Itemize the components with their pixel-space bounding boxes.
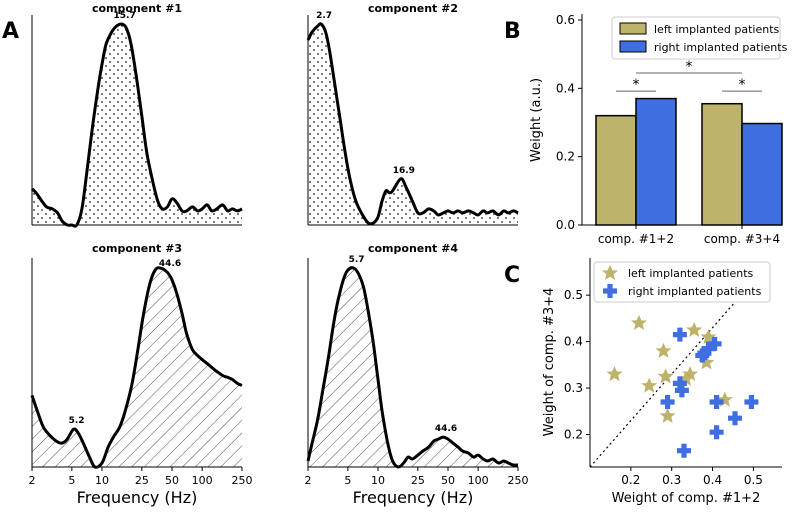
significance-star: *	[739, 77, 746, 93]
legend-label-left: left implanted patients	[654, 23, 780, 36]
panel-title: component #1	[92, 2, 182, 15]
spectrum-curve	[30, 266, 243, 469]
x-tick-label: 0.3	[662, 473, 681, 487]
point-right	[677, 443, 691, 458]
diagonal-line	[589, 278, 756, 468]
point-left	[641, 377, 658, 393]
x-tick-label: 2	[305, 474, 312, 487]
legend-frame	[593, 261, 771, 303]
peak-label: 44.6	[435, 424, 457, 434]
x-tick-label: 25	[135, 474, 149, 487]
panel-component-2: component #2 2.7 16.9	[306, 2, 519, 226]
point-left	[631, 315, 647, 330]
panel-letter-b: B	[504, 19, 521, 44]
x-tick-label: 10	[95, 474, 109, 487]
y-tick-label: 0.6	[556, 13, 575, 27]
y-tick-label: 0.3	[564, 381, 583, 395]
x-tick-label: 100	[192, 474, 213, 487]
bar-right	[635, 97, 677, 226]
legend-swatch-left	[619, 22, 647, 35]
point-left	[659, 407, 676, 423]
x-tick-label: 0.5	[744, 473, 763, 487]
y-tick-label: 0.2	[556, 150, 575, 164]
x-tick-label: 10	[371, 474, 385, 487]
legend: left implanted patients right implanted …	[593, 261, 771, 303]
point-right	[728, 411, 742, 426]
area-fill	[308, 267, 518, 468]
x-tick-label: 50	[441, 474, 455, 487]
peak-label: 2.7	[316, 11, 332, 21]
peak-label: 15.7	[114, 11, 136, 21]
peak-label: 44.6	[159, 259, 181, 269]
category-label: comp. #1+2	[598, 232, 674, 246]
x-tick-label: 0.2	[621, 473, 640, 487]
x-tick-label: 5	[344, 474, 351, 487]
legend-label-right: right implanted patients	[628, 285, 762, 298]
significance-star: *	[633, 77, 640, 93]
category-label: comp. #3+4	[704, 232, 780, 246]
point-right	[660, 395, 675, 409]
significance-star: *	[686, 59, 693, 75]
bar-right	[741, 122, 783, 226]
area-fill	[32, 267, 242, 468]
legend-frame	[611, 16, 781, 60]
y-tick-label: 0.4	[564, 335, 583, 349]
x-tick-label: 250	[508, 474, 529, 487]
panel-component-3: component #3 5.244.6 2 5 10 25 50 100 250 Freq…	[29, 242, 253, 507]
bar-chart: 0.0 0.2 0.4 0.6 comp. #1+2 comp. #3+4 * * * We…	[529, 13, 788, 246]
x-tick-label: 0.4	[703, 473, 722, 487]
legend-label-right: right implanted patients	[654, 41, 788, 54]
y-axis-label: Weight of comp. #3+4	[542, 288, 557, 437]
legend-label-left: left implanted patients	[628, 267, 754, 280]
point-right	[709, 425, 724, 440]
panel-component-1: component #1 15.7	[30, 2, 243, 228]
y-tick-label: 0.4	[556, 81, 575, 95]
panel-title: component #3	[92, 242, 182, 255]
point-left	[655, 342, 672, 358]
point-right	[744, 395, 759, 409]
point-left	[657, 368, 674, 384]
y-axis-label: Weight (a.u.)	[529, 78, 544, 162]
panel-title: component #2	[368, 2, 458, 15]
point-right	[672, 327, 687, 342]
legend-swatch-right	[619, 40, 647, 53]
y-tick-label: 0.5	[564, 288, 583, 302]
x-tick-label: 50	[165, 474, 179, 487]
area-fill	[308, 23, 518, 225]
y-tick-label: 0.2	[564, 427, 583, 441]
peak-label: 5.7	[349, 255, 365, 265]
x-tick-label: 250	[232, 474, 253, 487]
x-axis-label: Frequency (Hz)	[77, 488, 198, 507]
bar-left	[701, 102, 743, 226]
panel-letter-a: A	[2, 19, 19, 44]
scatter-plot: 0.2 0.3 0.4 0.5 0.2 0.3 0.4 0.5 Weight of comp…	[542, 258, 782, 506]
x-tick-label: 100	[468, 474, 489, 487]
x-tick-label: 5	[68, 474, 75, 487]
legend: left implanted patients right implanted …	[611, 16, 788, 60]
spectrum-curve	[306, 266, 519, 469]
bar-left	[595, 114, 637, 226]
panel-title: component #4	[368, 242, 458, 255]
x-axis-label: Weight of comp. #1+2	[612, 491, 761, 506]
x-tick-label: 2	[29, 474, 36, 487]
panel-letter-c: C	[504, 263, 520, 288]
area-fill	[32, 23, 242, 227]
point-left	[606, 366, 623, 382]
panel-component-4: component #4 5.744.6 2 5 10 25 50 100 250 Freq…	[305, 242, 529, 507]
spectrum-curve	[306, 22, 519, 226]
x-tick-label: 25	[411, 474, 425, 487]
peak-label: 5.2	[69, 416, 85, 426]
y-tick-label: 0.0	[556, 218, 575, 232]
peak-label: 16.9	[393, 166, 415, 176]
x-axis-label: Frequency (Hz)	[353, 488, 474, 507]
point-left	[686, 322, 703, 337]
point-right	[709, 395, 724, 409]
